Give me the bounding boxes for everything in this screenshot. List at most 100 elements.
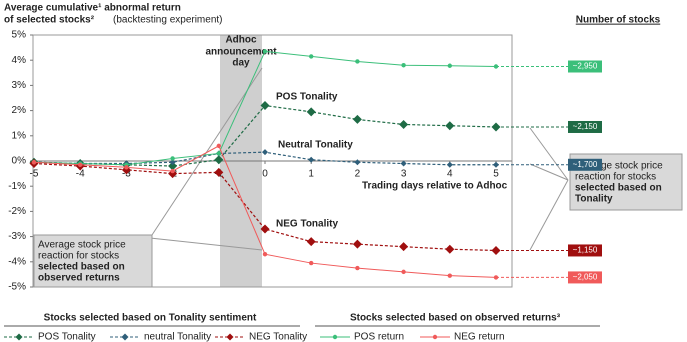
y-tick-label: -3% bbox=[8, 231, 26, 242]
x-tick-label: -4 bbox=[76, 169, 85, 180]
point bbox=[445, 244, 455, 254]
point bbox=[262, 49, 268, 54]
point bbox=[401, 63, 406, 68]
x-tick-label: 0 bbox=[262, 169, 268, 180]
point bbox=[169, 159, 176, 166]
point bbox=[447, 273, 452, 278]
annotation: Neutral Tonality bbox=[278, 140, 353, 151]
annotation: Adhoc bbox=[225, 35, 257, 46]
legend-label: NEG Tonality bbox=[249, 332, 307, 342]
point bbox=[352, 114, 362, 124]
legend-label: POS return bbox=[354, 332, 404, 342]
point bbox=[447, 63, 452, 68]
y-tick-label: -2% bbox=[8, 206, 26, 217]
point bbox=[260, 224, 270, 234]
point bbox=[355, 59, 360, 64]
y-tick-label: 0% bbox=[12, 156, 27, 167]
annotation: POS Tonality bbox=[276, 92, 338, 103]
point bbox=[399, 242, 409, 252]
callout-box bbox=[33, 234, 153, 288]
point bbox=[399, 119, 409, 129]
legend-label: neutral Tonality bbox=[144, 332, 211, 342]
x-tick-label: 4 bbox=[447, 169, 453, 180]
end-label-box bbox=[568, 60, 602, 73]
point bbox=[170, 156, 175, 161]
right-header: Number of stocks bbox=[576, 15, 661, 26]
y-tick-label: -1% bbox=[8, 181, 26, 192]
point bbox=[124, 165, 129, 170]
y-tick-label: -5% bbox=[8, 282, 26, 293]
legend-marker bbox=[15, 333, 23, 341]
callout-text: reaction for stocks bbox=[575, 172, 656, 183]
y-tick-label: 5% bbox=[12, 30, 27, 41]
point bbox=[214, 155, 224, 165]
callout-text: reaction for stocks bbox=[38, 251, 119, 262]
chart-title: Average cumulative¹ abnormal return bbox=[4, 3, 181, 14]
point bbox=[260, 101, 270, 111]
legend-label: NEG return bbox=[454, 332, 505, 342]
callout-text: Tonality bbox=[575, 194, 613, 205]
chart-title: of selected stocks² bbox=[4, 15, 95, 26]
point bbox=[446, 161, 453, 168]
y-tick-label: 4% bbox=[12, 55, 27, 66]
legend-group-title: Stocks selected based on observed return… bbox=[350, 313, 561, 324]
x-tick-label: 1 bbox=[308, 169, 314, 180]
legend-marker bbox=[432, 334, 438, 340]
x-tick-label: 5 bbox=[493, 169, 499, 180]
point bbox=[354, 159, 361, 166]
callout-text: Average stock price bbox=[38, 240, 126, 251]
point bbox=[308, 156, 315, 163]
point bbox=[214, 167, 224, 177]
point bbox=[309, 260, 314, 266]
point bbox=[352, 239, 362, 249]
y-tick-label: 2% bbox=[12, 105, 27, 116]
point bbox=[445, 121, 455, 131]
point bbox=[31, 160, 37, 165]
series-line bbox=[33, 162, 497, 252]
callout-text: observed returns bbox=[38, 273, 120, 284]
point bbox=[216, 143, 221, 149]
point bbox=[262, 252, 268, 257]
point bbox=[216, 151, 221, 156]
callout-text: Average stock price bbox=[575, 161, 663, 172]
point bbox=[355, 265, 360, 271]
legend-group-title: Stocks selected based on Tonality sentim… bbox=[44, 313, 257, 324]
annotation: NEG Tonality bbox=[276, 219, 338, 230]
point bbox=[168, 161, 178, 171]
point bbox=[306, 107, 316, 117]
callout-text: selected based on bbox=[575, 183, 662, 194]
legend-marker bbox=[332, 334, 338, 340]
end-label-box bbox=[568, 271, 602, 284]
legend-marker bbox=[121, 333, 129, 341]
end-label-box bbox=[568, 244, 602, 257]
end-label: ~2,150 bbox=[573, 122, 598, 131]
point bbox=[262, 149, 268, 156]
legend-label: POS Tonality bbox=[38, 332, 96, 342]
callout-connectors bbox=[149, 67, 569, 251]
x-tick-label: 2 bbox=[355, 169, 361, 180]
end-label: ~2,050 bbox=[573, 273, 598, 282]
x-tick-label: -3 bbox=[122, 169, 131, 180]
point bbox=[78, 162, 83, 167]
chart-subtitle: (backtesting experiment) bbox=[113, 15, 223, 26]
end-label-box bbox=[568, 120, 602, 133]
end-label-box bbox=[568, 158, 602, 171]
y-tick-label: -4% bbox=[8, 256, 26, 267]
legend-marker bbox=[226, 333, 234, 341]
y-tick-label: 1% bbox=[12, 130, 27, 141]
x-tick-label: -5 bbox=[30, 169, 39, 180]
end-label: ~1,700 bbox=[573, 160, 598, 169]
point bbox=[400, 160, 407, 167]
end-label: ~1,150 bbox=[573, 246, 598, 255]
end-label: ~2,950 bbox=[573, 62, 598, 71]
x-axis-label: Trading days relative to Adhoc bbox=[362, 181, 508, 192]
x-tick-label: 3 bbox=[401, 169, 407, 180]
point bbox=[401, 269, 406, 275]
point bbox=[170, 168, 175, 174]
point bbox=[309, 54, 314, 59]
point bbox=[306, 237, 316, 247]
annotation: day bbox=[232, 58, 250, 69]
annotation: announcement bbox=[205, 47, 277, 58]
series-line bbox=[33, 104, 497, 167]
